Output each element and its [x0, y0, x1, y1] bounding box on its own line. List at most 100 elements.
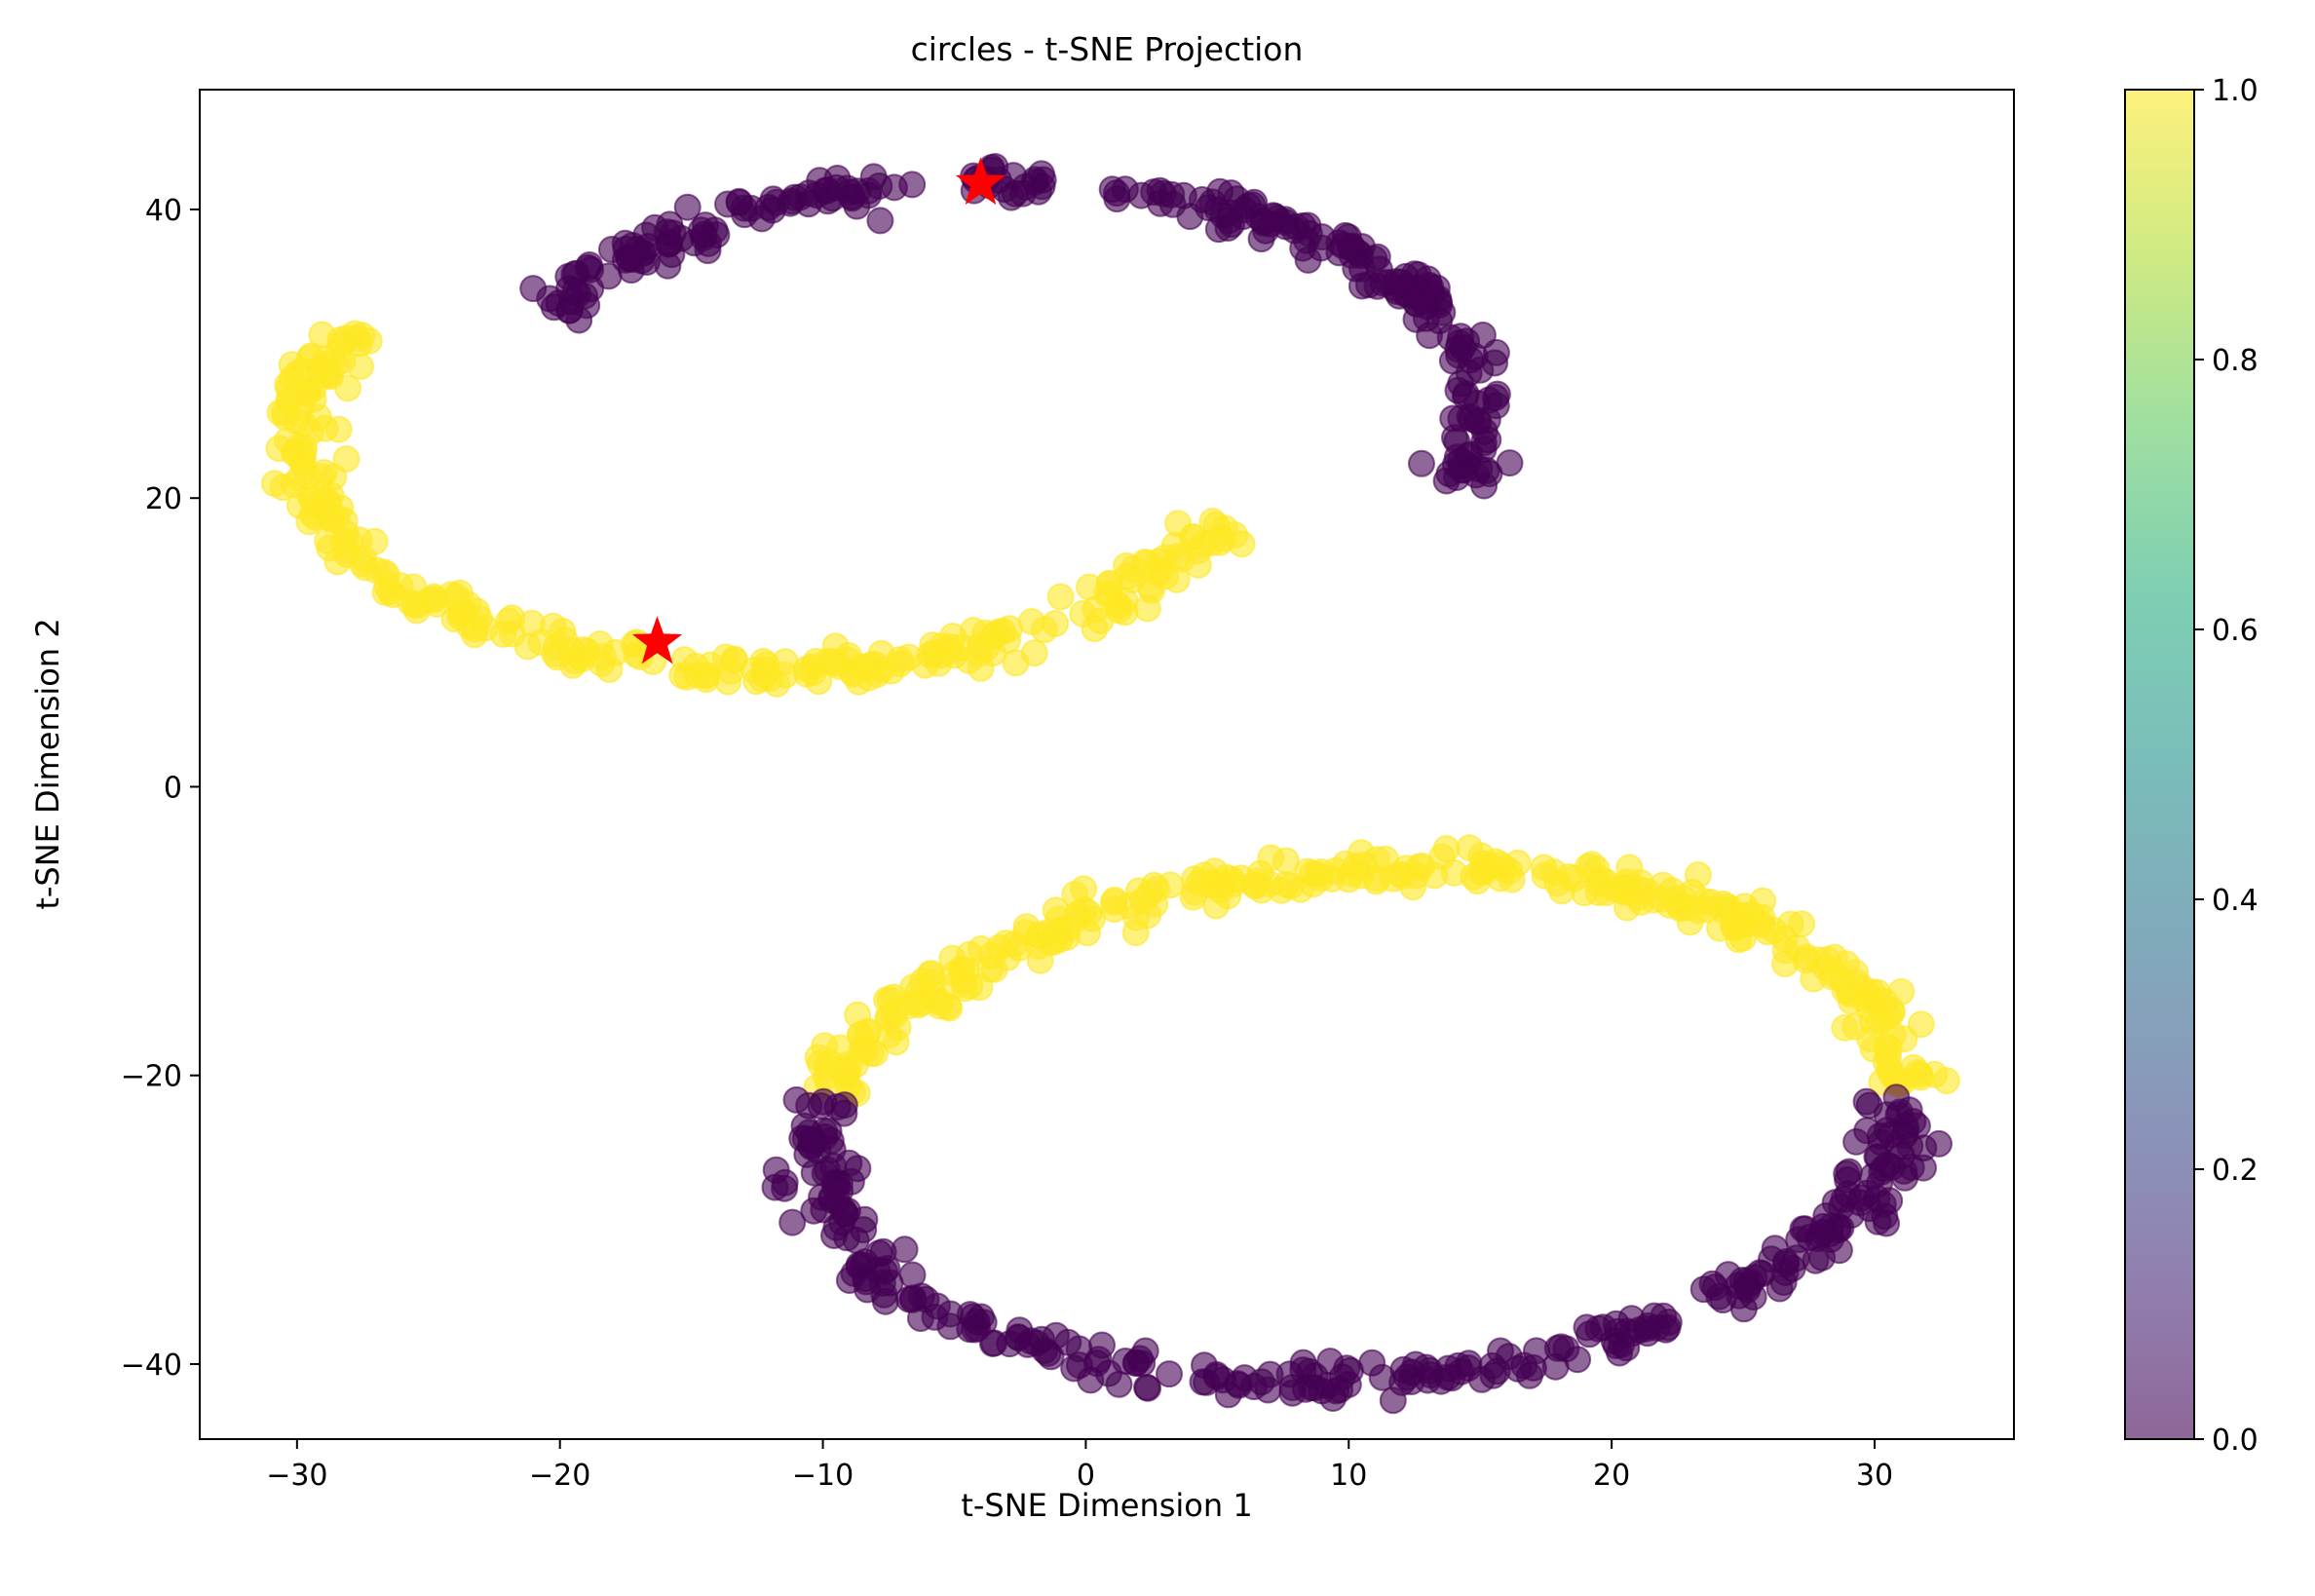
scatter-point [1379, 1387, 1407, 1415]
x-tick-label: 20 [1593, 1459, 1630, 1493]
scatter-point [778, 1208, 807, 1236]
y-tick-label: 20 [145, 482, 182, 516]
x-axis: −30 −20 −10 0 10 20 30 [266, 1439, 1893, 1493]
scatter-point [1575, 1320, 1604, 1349]
scatter-point [826, 1177, 854, 1205]
scatter-point [1133, 1373, 1160, 1401]
scatter-point [1487, 1337, 1514, 1365]
colorbar-tick-label: 0.8 [2212, 344, 2258, 378]
scatter-point [1676, 908, 1704, 936]
colorbar: 0.0 0.2 0.4 0.6 0.8 1.0 [2124, 74, 2258, 1458]
x-tick-label: 10 [1330, 1459, 1367, 1493]
scatter-point [1690, 888, 1719, 916]
scatter-point [549, 617, 577, 645]
scatter-point [1231, 1364, 1259, 1392]
scatter-point [1408, 449, 1435, 477]
scatter-point [938, 623, 967, 650]
scatter-point [1857, 983, 1885, 1011]
scatter-point [1081, 615, 1109, 643]
scatter-point [327, 330, 356, 359]
scatter-point [656, 210, 684, 239]
scatter-point [1864, 1143, 1892, 1171]
scatter-point [1655, 891, 1684, 919]
scatter-point [1421, 861, 1449, 890]
scatter-point [1451, 382, 1479, 410]
colorbar-tick-label: 0.0 [2212, 1424, 2258, 1458]
highlight-star-marker [955, 157, 1006, 206]
scatter-point [615, 244, 643, 272]
scatter-point [1482, 384, 1509, 411]
scatter-point [690, 220, 718, 248]
colorbar-ticks: 0.0 0.2 0.4 0.6 0.8 1.0 [2194, 74, 2258, 1458]
scatter-point [281, 438, 309, 466]
scatter-point [814, 176, 842, 205]
scatter-point [844, 1155, 872, 1183]
scatter-point [1726, 902, 1754, 931]
scatter-point [1582, 855, 1611, 884]
scatter-point [1024, 177, 1052, 206]
scatter-point [1292, 1375, 1319, 1403]
scatter-point [1189, 530, 1217, 558]
scatter-point [870, 1280, 898, 1309]
scatter-point [1749, 887, 1777, 915]
scatter-point [1254, 1376, 1282, 1404]
scatter-point [297, 342, 325, 370]
scatter-point [925, 649, 953, 677]
scatter-point [1899, 1108, 1927, 1135]
x-tick-label: 0 [1077, 1459, 1095, 1493]
scatter-point [310, 459, 338, 487]
scatter-point [838, 182, 866, 210]
scatter-point [682, 652, 710, 680]
scatter-point [317, 505, 345, 533]
scatter-point [1455, 1349, 1483, 1378]
scatter-point [1025, 921, 1053, 949]
scatter-point [908, 988, 935, 1016]
scatter-point [980, 1329, 1008, 1357]
scatter-point [898, 1261, 927, 1289]
scatter-point [1319, 1385, 1347, 1412]
scatter-point [1079, 904, 1107, 932]
x-tick-label: −20 [529, 1459, 590, 1493]
scatter-point [714, 667, 742, 696]
scatter-point [1783, 934, 1811, 963]
scatter-point [1257, 844, 1285, 872]
scatter-point [865, 172, 893, 200]
scatter-point [997, 183, 1025, 211]
scatter-point [1602, 1310, 1630, 1338]
scatter-point [361, 556, 390, 585]
scatter-point [1082, 1349, 1111, 1378]
scatter-point [1873, 1117, 1901, 1145]
scatter-point [1221, 521, 1249, 550]
scatter-point [601, 638, 629, 666]
scatter-point [283, 361, 311, 388]
scatter-point [561, 277, 589, 305]
scatter-point [1188, 186, 1216, 213]
scatter-point [1824, 1216, 1852, 1244]
scatter-point [1046, 583, 1075, 611]
scatter-point [1342, 852, 1370, 880]
scatter-point [1463, 407, 1492, 435]
scatter-point [1000, 931, 1028, 959]
scatter-point [462, 615, 490, 643]
scatter-point [1684, 861, 1712, 889]
y-tick-label: 40 [145, 194, 182, 228]
scatter-point [1547, 1333, 1575, 1361]
scatter-point [826, 1034, 854, 1062]
scatter-point [1095, 570, 1123, 597]
x-tick-label: −30 [266, 1459, 327, 1493]
scatter-point [1121, 1349, 1150, 1377]
scatter-point [747, 205, 776, 233]
scatter-point [1531, 861, 1559, 890]
colorbar-tick-label: 0.6 [2212, 614, 2258, 648]
scatter-point [404, 590, 432, 619]
scatter-point [1653, 1313, 1682, 1342]
scatter-point [1042, 1321, 1070, 1349]
scatter-point [989, 618, 1016, 645]
scatter-point [1294, 211, 1322, 240]
x-tick-label: 30 [1856, 1459, 1893, 1493]
scatter-point [1387, 268, 1416, 296]
scatter-point [1739, 1283, 1767, 1311]
scatter-point [289, 409, 318, 437]
scatter-point [1101, 886, 1128, 914]
